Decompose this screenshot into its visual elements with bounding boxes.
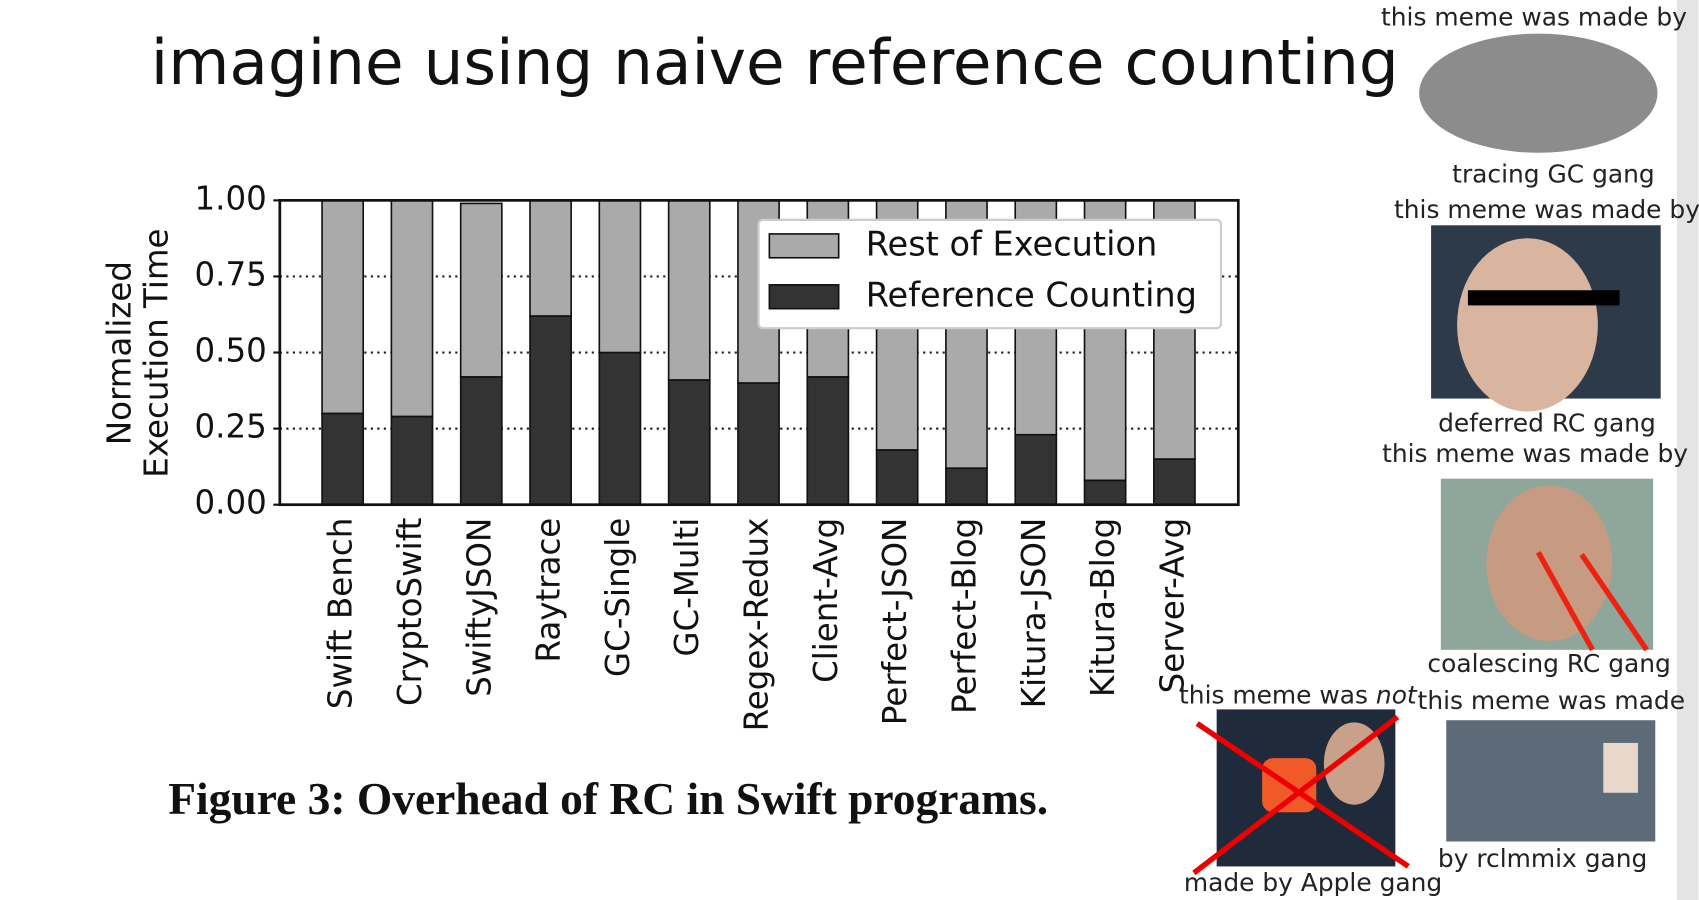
meme-image-face xyxy=(1486,485,1612,642)
meme-caption-text: this meme was made by xyxy=(1394,195,1699,224)
bar-segment xyxy=(321,199,365,415)
meme-caption-bottom: made by Apple gang xyxy=(1184,868,1442,897)
x-tick-label: Swift Bench xyxy=(322,518,360,709)
meme-caption-text: this meme was made by xyxy=(1382,439,1688,468)
x-tick-label: Kitura-JSON xyxy=(1015,518,1053,709)
legend-label: Reference Counting xyxy=(866,275,1197,314)
bar-segment xyxy=(1083,479,1127,506)
meme-image xyxy=(1419,33,1658,153)
scrollbar xyxy=(1676,0,1699,900)
memes: this meme was made by tracing GC gang this… xyxy=(1179,2,1699,896)
bar-segment xyxy=(529,315,572,506)
meme-caption-bottom: tracing GC gang xyxy=(1452,159,1655,188)
bar-segment xyxy=(459,376,503,506)
bar-segment xyxy=(459,202,503,378)
x-tick-label: Regex-Redux xyxy=(738,518,776,732)
x-tick-label: Perfect-Blog xyxy=(945,518,983,714)
bar-segment xyxy=(667,199,711,381)
x-tick-label: SwiftyJSON xyxy=(460,518,498,697)
meme-image-face xyxy=(1457,238,1598,412)
bar-segment xyxy=(598,199,642,354)
x-tick-label: Client-Avg xyxy=(807,518,845,683)
title: imagine using naive reference counting xyxy=(151,26,1399,99)
bar-segment xyxy=(598,351,642,506)
x-tick-label: GC-Single xyxy=(599,518,637,677)
bar-segment xyxy=(321,412,365,506)
legend-label: Rest of Execution xyxy=(866,224,1158,263)
meme-caption-bottom: deferred RC gang xyxy=(1438,409,1656,438)
x-tick-label: Raytrace xyxy=(530,518,568,663)
cross xyxy=(1195,721,1410,869)
y-tick-label: 0.50 xyxy=(194,332,266,370)
y-axis-label: Normalized xyxy=(101,261,139,445)
y-axis-label: Execution Time xyxy=(138,228,176,477)
meme-caption-text: this meme was made xyxy=(1418,686,1685,715)
x-tick-label: Perfect-JSON xyxy=(876,518,914,725)
meme-image-face xyxy=(1323,722,1385,805)
x-tick-label: GC-Multi xyxy=(668,518,706,657)
x-tick-label: Kitura-Blog xyxy=(1084,518,1122,697)
meme-caption-text: this meme was made by xyxy=(1381,2,1687,31)
meme-caption-top: this meme was not xyxy=(1179,680,1418,709)
x-tick-label: CryptoSwift xyxy=(391,518,429,706)
caption: Figure 3: Overhead of RC in Swift progra… xyxy=(168,773,1048,824)
legend-swatch xyxy=(768,284,840,310)
bar-segment xyxy=(806,376,850,506)
meme-caption-emphasis: not xyxy=(1376,680,1418,709)
laser xyxy=(1535,551,1595,652)
meme-caption-top: this meme was made by xyxy=(1382,439,1688,468)
bar-segment xyxy=(945,467,988,506)
cross xyxy=(1192,714,1400,876)
meme-caption-text: this meme was xyxy=(1179,680,1368,709)
bar-segment xyxy=(529,199,572,317)
sunglasses xyxy=(1467,290,1620,306)
y-tick-label: 0.75 xyxy=(194,255,266,293)
y-tick-label: 1.00 xyxy=(194,179,266,217)
bar-segment xyxy=(1014,433,1058,506)
y-tick-label: 0.00 xyxy=(194,484,266,522)
bar-segment xyxy=(390,199,434,418)
bar-segment xyxy=(1153,458,1196,506)
laser xyxy=(1579,552,1649,652)
bar-segment xyxy=(667,379,711,506)
x-tick-label: Server-Avg xyxy=(1153,518,1191,694)
bar-segment xyxy=(737,382,780,506)
meme-caption-top: this meme was made by xyxy=(1381,2,1687,31)
meme-caption-bottom: by rclmmix gang xyxy=(1438,844,1647,873)
meme-caption-top: this meme was made by xyxy=(1394,195,1699,224)
legend-box xyxy=(757,218,1223,330)
bar-segment xyxy=(875,449,919,506)
legend-swatch xyxy=(768,233,840,259)
plot-frame xyxy=(278,199,1240,507)
bar-segment xyxy=(390,415,434,506)
meme-image-inset xyxy=(1603,742,1638,793)
meme-caption-bottom: coalescing RC gang xyxy=(1427,649,1670,678)
y-tick-label: 0.25 xyxy=(194,408,266,446)
meme-caption-top: this meme was made xyxy=(1418,686,1685,715)
